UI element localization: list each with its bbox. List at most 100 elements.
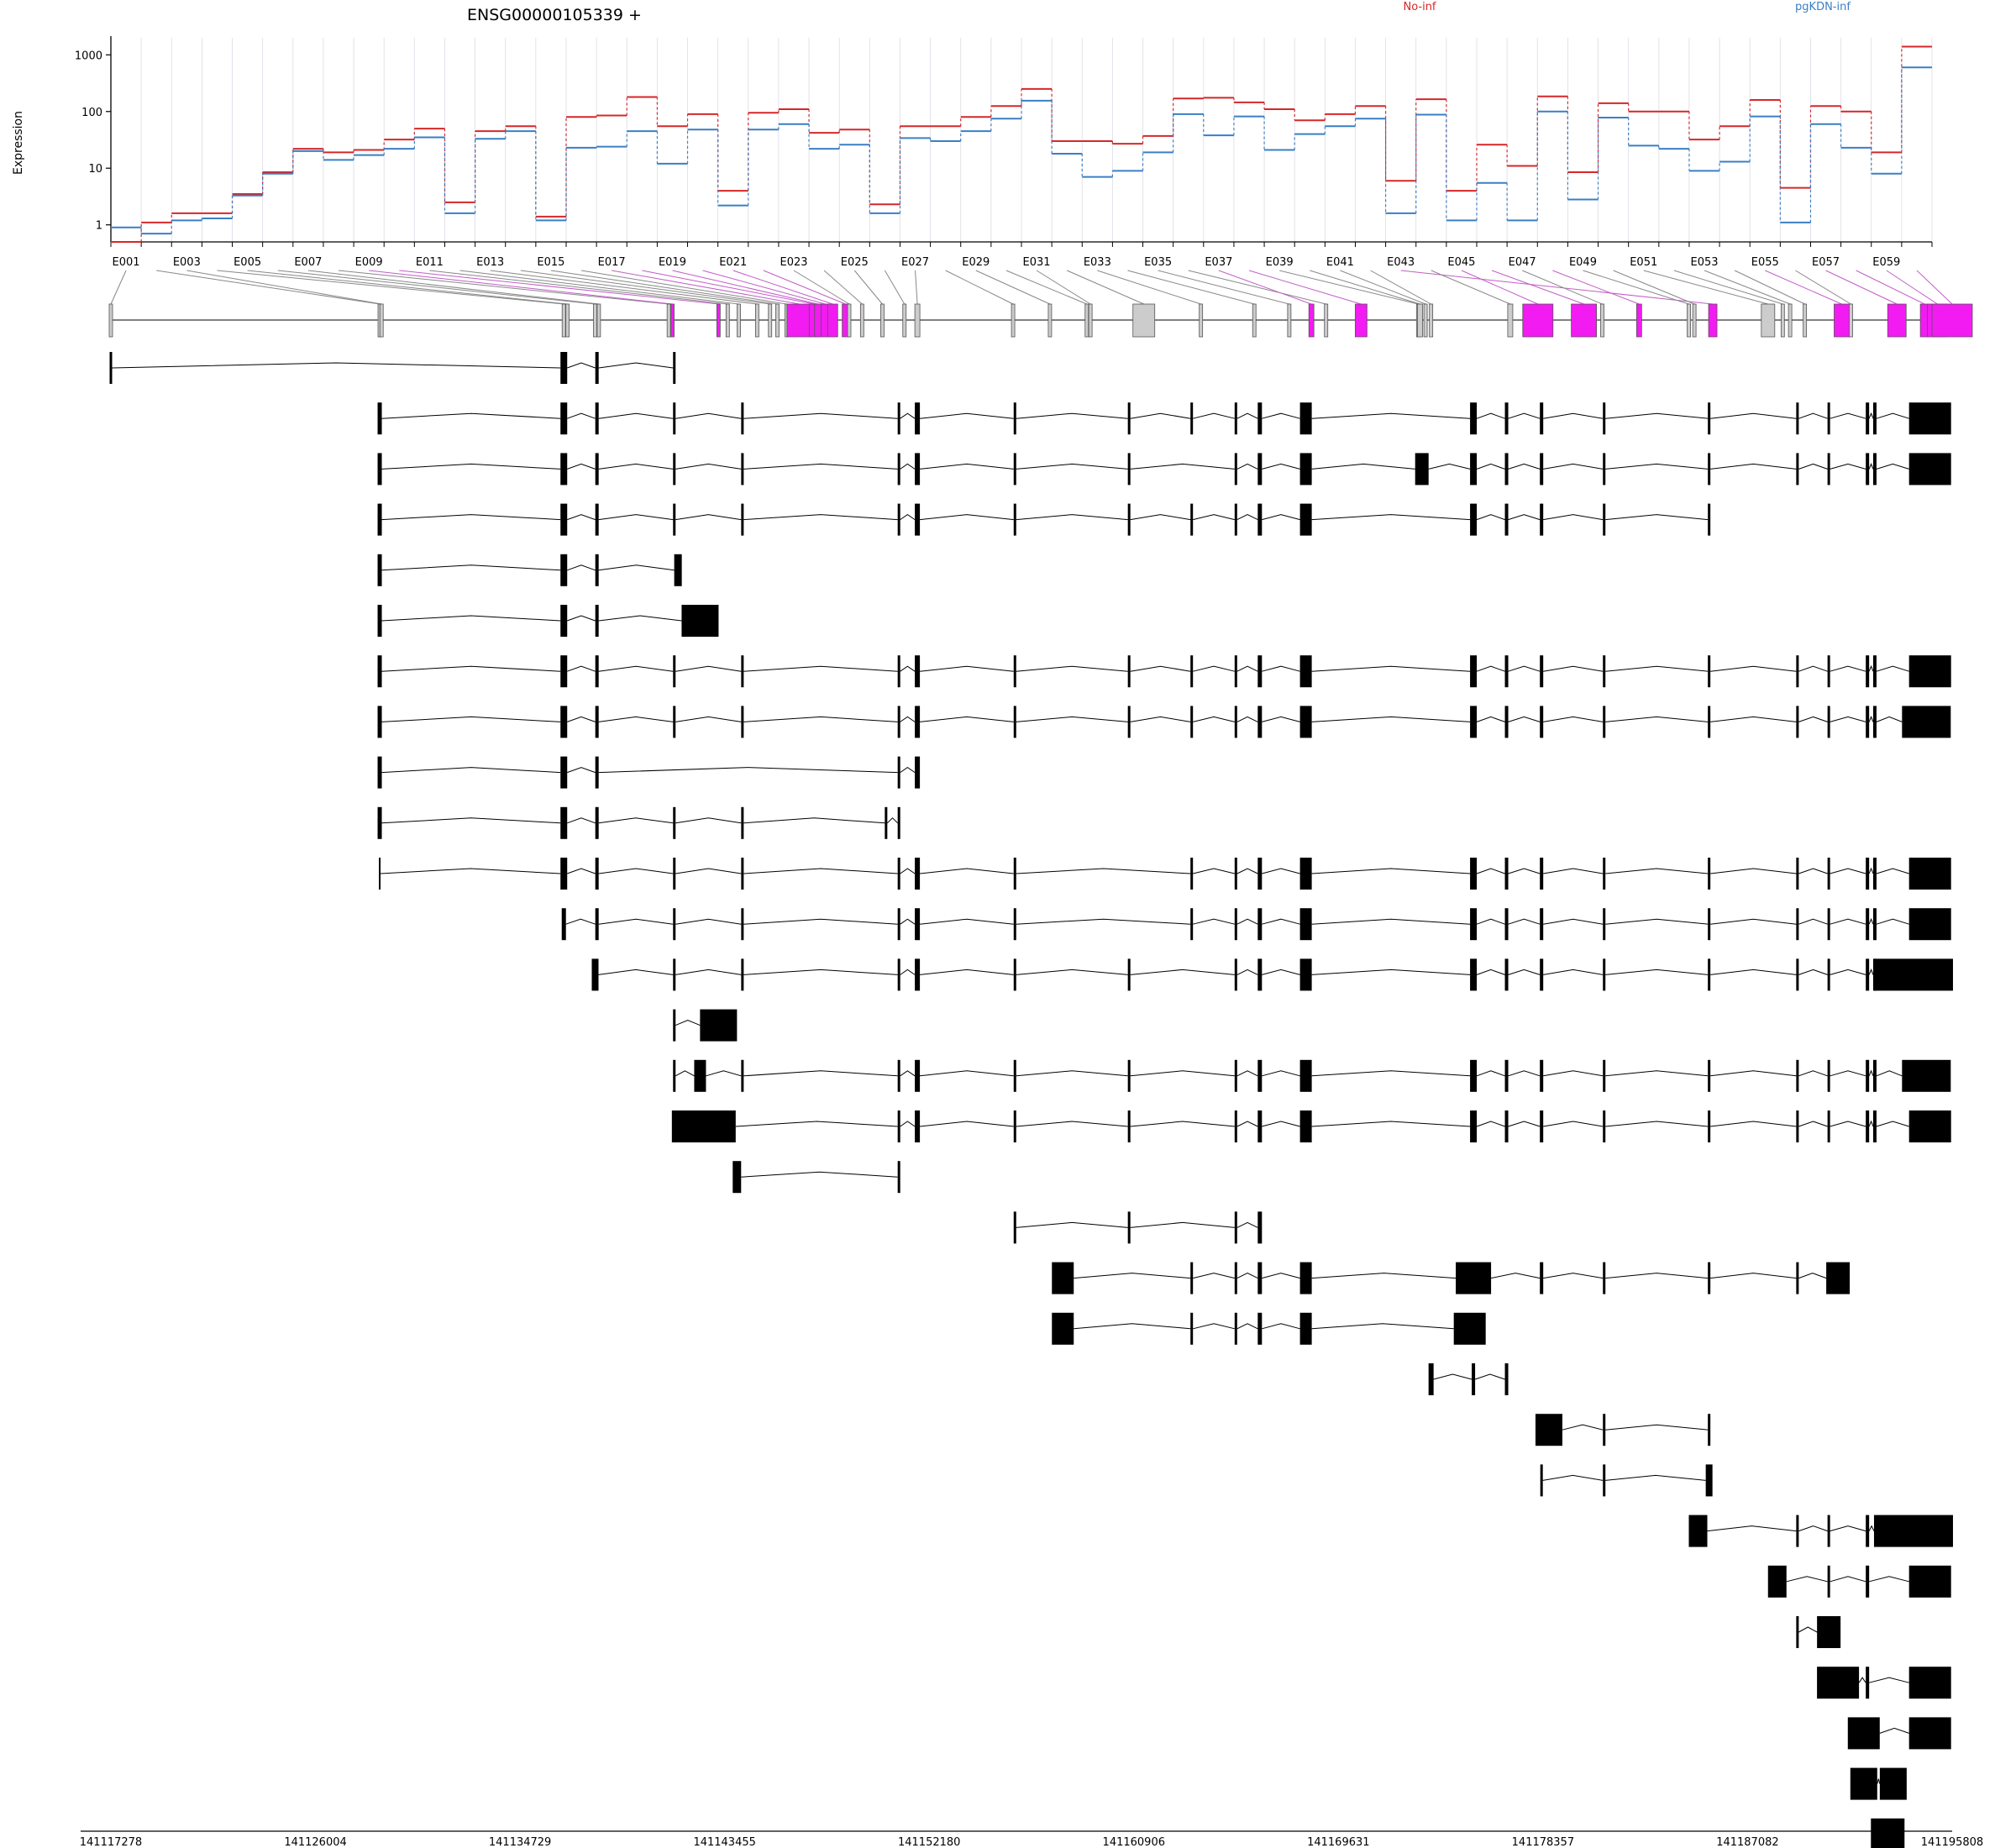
transcript-intron (1236, 1221, 1258, 1228)
transcript-intron (1476, 665, 1505, 672)
gene-exon (737, 303, 741, 338)
coord-tick-label: 141117278 (80, 1836, 142, 1848)
transcript-exon (595, 453, 599, 486)
transcript-intron (1707, 1525, 1797, 1532)
exon-label: E011 (416, 256, 444, 269)
transcript-exon (1796, 1110, 1799, 1142)
transcript-exon (1257, 453, 1263, 486)
gene-exon (1252, 303, 1257, 338)
transcript-exon (673, 806, 676, 839)
transcript-intron (1562, 1424, 1604, 1431)
exon-connector (156, 270, 381, 305)
transcript-exon (1827, 1565, 1830, 1598)
transcript-exon (377, 402, 382, 435)
transcript-intron (598, 514, 674, 521)
transcript-exon (560, 655, 568, 688)
exon-connector (1461, 270, 1539, 305)
gene-exon (1803, 303, 1808, 338)
gene-exon (716, 303, 721, 338)
transcript-exon (1415, 453, 1429, 486)
transcript-intron (1262, 412, 1300, 419)
exon-connector (217, 270, 564, 305)
gene-exon (1423, 303, 1428, 338)
transcript-track (1688, 1515, 1953, 1547)
legend-pgkdn-inf: pgKDN-inf (1795, 1, 1851, 13)
transcript-exon (1866, 402, 1870, 435)
transcript-exon (377, 756, 382, 789)
transcript-exon (1234, 453, 1237, 486)
transcript-track (1535, 1414, 1711, 1446)
transcript-exon (915, 503, 921, 536)
transcript-intron (1193, 1323, 1235, 1330)
exon-connector (369, 270, 673, 305)
transcript-intron (675, 463, 742, 470)
transcript-intron (1877, 1778, 1881, 1784)
transcript-exon (1013, 908, 1016, 941)
transcript-intron (1543, 716, 1604, 722)
transcript-exon (673, 1059, 676, 1092)
transcript-intron (900, 1070, 916, 1077)
coord-tick-label: 141126004 (284, 1836, 346, 1848)
transcript-intron (567, 767, 596, 774)
transcript-intron (567, 564, 596, 571)
transcript-exon (741, 958, 744, 991)
gene-exon (1308, 303, 1315, 338)
transcript-exon (1872, 655, 1877, 688)
transcript-exon (1796, 1616, 1799, 1648)
transcript-exon (673, 706, 676, 738)
exon-label: E059 (1872, 256, 1900, 269)
transcript-intron (1605, 1273, 1709, 1279)
transcript-intron (675, 1020, 701, 1026)
transcript-exon (1796, 1059, 1799, 1092)
series-pgKDN-inf (111, 66, 1932, 235)
exon-connector (1127, 270, 1255, 305)
transcript-intron (598, 362, 674, 369)
transcript-intron (1490, 1273, 1541, 1279)
genomic-coordinate-axis: 141117278 141126004 141134729 141143455 1411… (80, 1830, 1983, 1848)
transcript-exon (1540, 958, 1544, 991)
transcript-exon (1470, 706, 1478, 738)
transcript-intron (900, 412, 916, 419)
transcript-intron (598, 817, 674, 824)
transcript-exon (1908, 908, 1951, 941)
transcript-intron (1605, 463, 1709, 470)
transcript-exon (1866, 1110, 1870, 1142)
gene-exon (786, 303, 813, 338)
transcript-exon (1013, 402, 1016, 435)
transcript-intron (1016, 1121, 1128, 1127)
transcript-exon (1708, 402, 1711, 435)
transcript-exon (897, 655, 900, 688)
gene-exon (827, 303, 838, 338)
exon-label: E039 (1266, 256, 1294, 269)
transcript-intron (1311, 716, 1471, 722)
exon-connector (1916, 270, 1953, 305)
y-tick-label: 1000 (75, 50, 102, 62)
y-axis-label: Expression (12, 111, 25, 175)
transcript-intron (381, 615, 561, 622)
exon-label: E043 (1387, 256, 1415, 269)
transcript-intron (1508, 514, 1541, 521)
transcript-intron (1605, 665, 1709, 672)
transcript-exon (741, 402, 744, 435)
transcript-track (377, 554, 682, 586)
exon-connector (1673, 270, 1783, 305)
gene-exon (814, 303, 822, 338)
gene-exon (1635, 303, 1642, 338)
transcript-intron (1193, 918, 1235, 925)
transcript-intron (1710, 412, 1797, 419)
transcript-intron (743, 1070, 898, 1077)
transcript-intron (900, 1121, 916, 1127)
exon-connector (1370, 270, 1431, 305)
transcript-intron (743, 514, 898, 521)
transcript-intron (1830, 918, 1866, 925)
transcript-intron (1474, 1373, 1505, 1380)
transcript-intron (675, 918, 742, 925)
transcript-exon (1603, 402, 1606, 435)
transcript-exon (595, 554, 599, 586)
transcript-intron (1710, 918, 1797, 925)
transcript-intron (381, 564, 561, 571)
transcript-exon (1428, 1363, 1434, 1395)
transcript-exon (1127, 958, 1131, 991)
gene-exon (108, 303, 113, 338)
transcript-exon (1127, 503, 1131, 536)
